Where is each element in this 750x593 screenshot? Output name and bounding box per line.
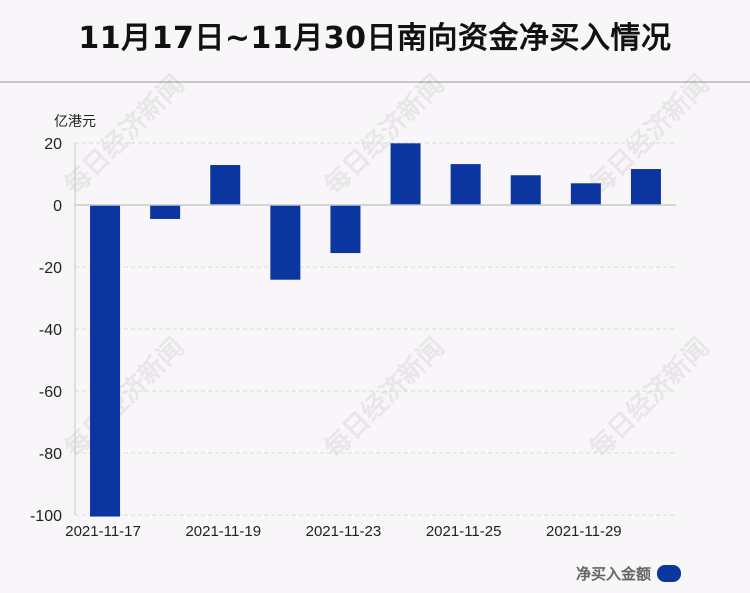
y-tick-label: 20 — [44, 136, 62, 153]
chart-title: 11月17日~11月30日南向资金净买入情况 — [78, 21, 672, 56]
x-tick-label: 2021-11-25 — [426, 523, 502, 540]
y-tick-label: -40 — [39, 322, 62, 339]
bar — [330, 205, 361, 254]
bar — [150, 205, 181, 219]
x-tick-label: 2021-11-29 — [546, 523, 622, 540]
bar — [450, 164, 481, 205]
y-tick-label: 0 — [53, 198, 62, 215]
bar — [570, 183, 601, 205]
x-tick-label: 2021-11-19 — [185, 523, 261, 540]
bar — [390, 143, 421, 205]
y-axis-unit-label: 亿港元 — [54, 114, 96, 130]
y-tick-label: -100 — [30, 508, 62, 525]
legend-swatch — [657, 564, 682, 582]
x-tick-label: 2021-11-17 — [65, 523, 141, 540]
bar — [270, 205, 301, 280]
bar — [630, 169, 661, 205]
y-tick-label: -60 — [39, 384, 62, 401]
x-tick-label: 2021-11-23 — [306, 523, 382, 540]
legend: 净买入金额 — [576, 562, 682, 584]
y-tick-label: -20 — [39, 260, 62, 277]
bar — [210, 165, 241, 205]
bar — [510, 175, 541, 205]
bar — [90, 205, 121, 517]
legend-label: 净买入金额 — [576, 564, 652, 583]
y-tick-label: -80 — [39, 446, 62, 463]
title-divider — [0, 81, 750, 83]
